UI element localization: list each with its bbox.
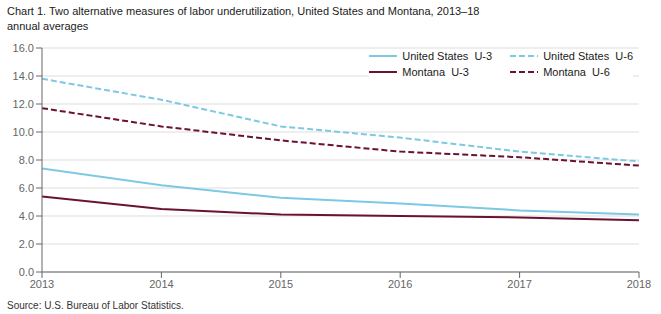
svg-text:4.0: 4.0 xyxy=(19,210,34,222)
svg-text:2018: 2018 xyxy=(627,278,651,290)
html-text:Montana U-3: Montana U-3 xyxy=(402,66,469,78)
svg-text:2016: 2016 xyxy=(388,278,412,290)
svg-text:2013: 2013 xyxy=(30,278,54,290)
svg-text:2014: 2014 xyxy=(149,278,173,290)
svg-text:0.0: 0.0 xyxy=(19,266,34,278)
html-text:annual averages: annual averages xyxy=(7,20,89,32)
svg-text:2.0: 2.0 xyxy=(19,238,34,250)
svg-text:2015: 2015 xyxy=(269,278,293,290)
html-text:United States U-3: United States U-3 xyxy=(402,50,493,62)
svg-text:10.0: 10.0 xyxy=(13,126,34,138)
svg-text:6.0: 6.0 xyxy=(19,182,34,194)
html-text:United States U-6: United States U-6 xyxy=(543,50,633,62)
svg-text:12.0: 12.0 xyxy=(13,98,34,110)
svg-text:14.0: 14.0 xyxy=(13,70,34,82)
html-text:Montana U-6: Montana U-6 xyxy=(543,66,610,78)
html-text:Chart 1. Two alternative measu: Chart 1. Two alternative measures of lab… xyxy=(7,5,480,17)
svg-text:2017: 2017 xyxy=(507,278,531,290)
html-text:Source: U.S. Bureau of Labor S: Source: U.S. Bureau of Labor Statistics. xyxy=(7,300,184,311)
svg-text:8.0: 8.0 xyxy=(19,154,34,166)
svg-text:16.0: 16.0 xyxy=(13,42,34,54)
